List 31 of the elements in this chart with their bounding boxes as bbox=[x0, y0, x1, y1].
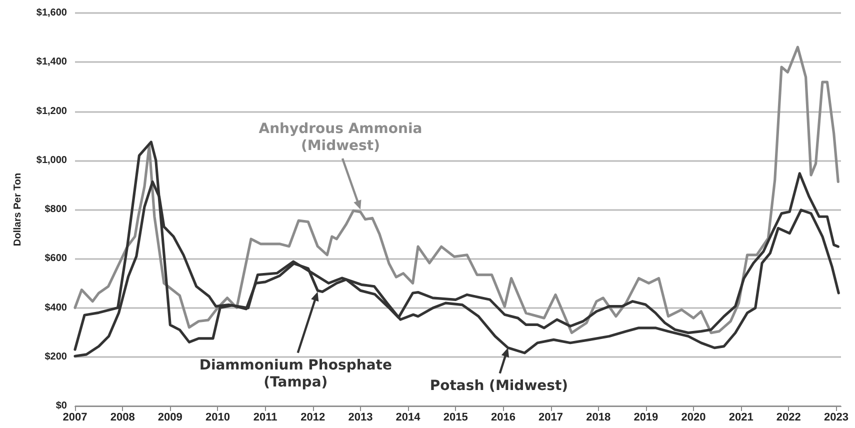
x-tick-label: 2008 bbox=[110, 412, 135, 424]
y-tick-label: $800 bbox=[44, 204, 68, 215]
y-tick-label: $1,400 bbox=[36, 56, 68, 68]
y-axis-title: Dollars Per Ton bbox=[12, 172, 24, 246]
x-tick-label: 2017 bbox=[538, 412, 564, 424]
y-tick-label: $1,000 bbox=[36, 154, 68, 166]
annotation: Potash (Midwest) bbox=[430, 378, 568, 394]
x-tick-label: 2015 bbox=[443, 412, 468, 424]
x-tick-label: 2009 bbox=[158, 412, 182, 424]
x-tick-label: 2013 bbox=[348, 412, 373, 424]
x-tick-label: 2021 bbox=[728, 412, 754, 424]
annotation: Diammonium Phosphate (Tampa) bbox=[199, 357, 392, 390]
y-tick-label: $400 bbox=[44, 302, 68, 314]
y-tick-label: $1,200 bbox=[36, 106, 68, 117]
x-tick-label: 2016 bbox=[490, 412, 516, 424]
x-tick-label: 2010 bbox=[205, 412, 230, 424]
x-tick-label: 2020 bbox=[681, 412, 706, 424]
x-tick-label: 2014 bbox=[396, 412, 422, 424]
annotation: Anhydrous Ammonia (Midwest) bbox=[258, 121, 422, 154]
x-tick-label: 2007 bbox=[62, 412, 88, 424]
x-tick-label: 2018 bbox=[586, 412, 611, 424]
x-tick-label: 2012 bbox=[300, 412, 326, 424]
x-tick-label: 2022 bbox=[776, 412, 801, 424]
x-tick-label: 2023 bbox=[824, 412, 848, 424]
line-series bbox=[74, 46, 840, 334]
x-tick-label: 2011 bbox=[253, 412, 278, 424]
x-tick-label: 2019 bbox=[634, 412, 658, 424]
y-tick-label: $200 bbox=[44, 351, 68, 362]
y-tick-label: $0 bbox=[56, 400, 68, 412]
y-tick-label: $1,600 bbox=[36, 8, 68, 18]
y-tick-label: $600 bbox=[44, 253, 68, 264]
